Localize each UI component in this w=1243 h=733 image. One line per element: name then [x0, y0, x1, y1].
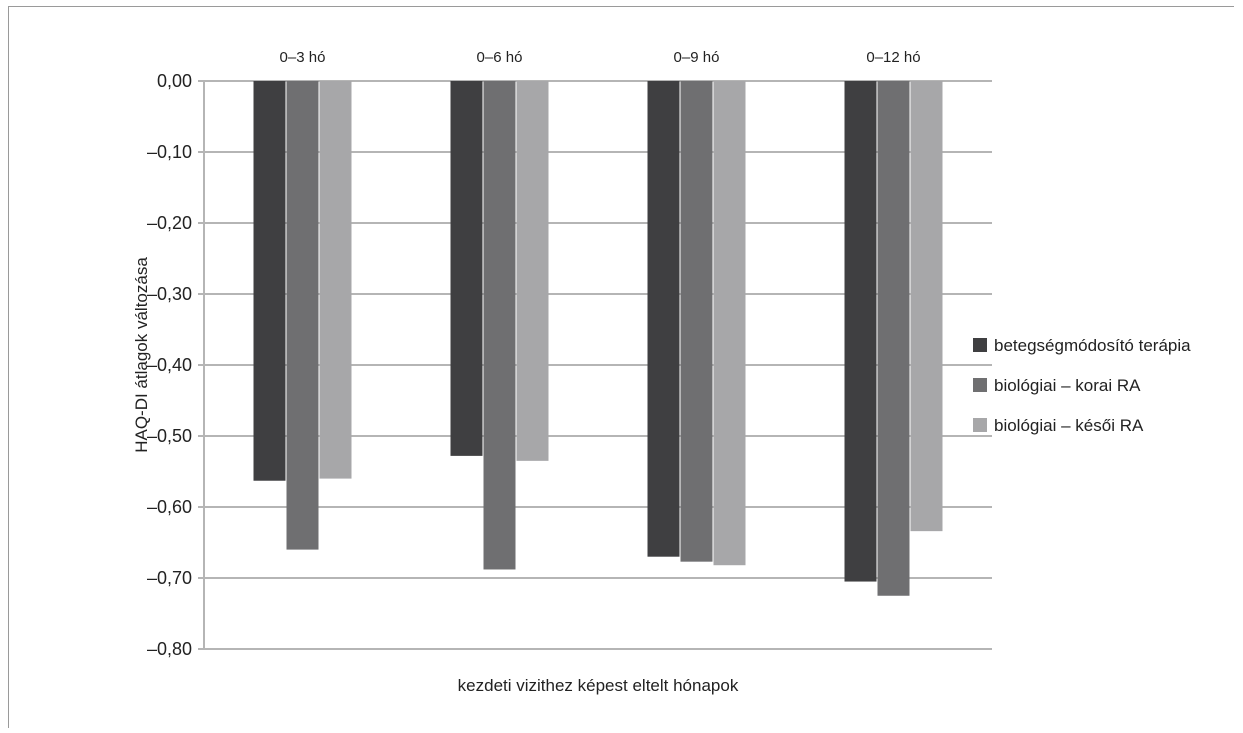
bar	[516, 81, 549, 461]
y-tick-label: –0,60	[147, 497, 192, 517]
category-label: 0–6 hó	[477, 49, 523, 66]
category-label: 0–12 hó	[866, 49, 920, 66]
y-axis-title: HAQ-DI átlagok változása	[132, 257, 151, 453]
legend-swatch	[973, 418, 987, 432]
bar	[319, 81, 352, 479]
legend-label: betegségmódosító terápia	[994, 336, 1191, 355]
y-tick-label: –0,80	[147, 639, 192, 659]
bars	[253, 81, 943, 596]
y-tick-label: –0,50	[147, 426, 192, 446]
bar	[286, 81, 319, 550]
category-label: 0–9 hó	[674, 49, 720, 66]
category-labels: 0–3 hó 0–6 hó 0–9 hó 0–12 hó	[280, 49, 921, 66]
bar	[877, 81, 910, 596]
bar	[844, 81, 877, 582]
bar	[450, 81, 483, 456]
y-tick-label: 0,00	[157, 71, 192, 91]
bar	[910, 81, 943, 532]
y-tick-label: –0,40	[147, 355, 192, 375]
bar	[647, 81, 680, 557]
y-tick-labels: 0,00 –0,10 –0,20 –0,30 –0,40 –0,50 –0,60 –0,70 –…	[147, 71, 192, 659]
x-axis-title: kezdeti vizithez képest eltelt hónapok	[458, 676, 739, 695]
y-tick-label: –0,30	[147, 284, 192, 304]
chart-frame	[8, 6, 1234, 728]
y-tick-label: –0,70	[147, 568, 192, 588]
legend-swatch	[973, 338, 987, 352]
legend: betegségmódosító terápia biológiai – kora…	[973, 336, 1191, 435]
y-tick-label: –0,10	[147, 142, 192, 162]
y-tick-label: –0,20	[147, 213, 192, 233]
bar	[713, 81, 746, 566]
bar	[483, 81, 516, 570]
legend-label: biológiai – korai RA	[994, 376, 1141, 395]
legend-label: biológiai – késői RA	[994, 416, 1144, 435]
bar	[680, 81, 713, 562]
bar	[253, 81, 286, 481]
legend-swatch	[973, 378, 987, 392]
category-label: 0–3 hó	[280, 49, 326, 66]
